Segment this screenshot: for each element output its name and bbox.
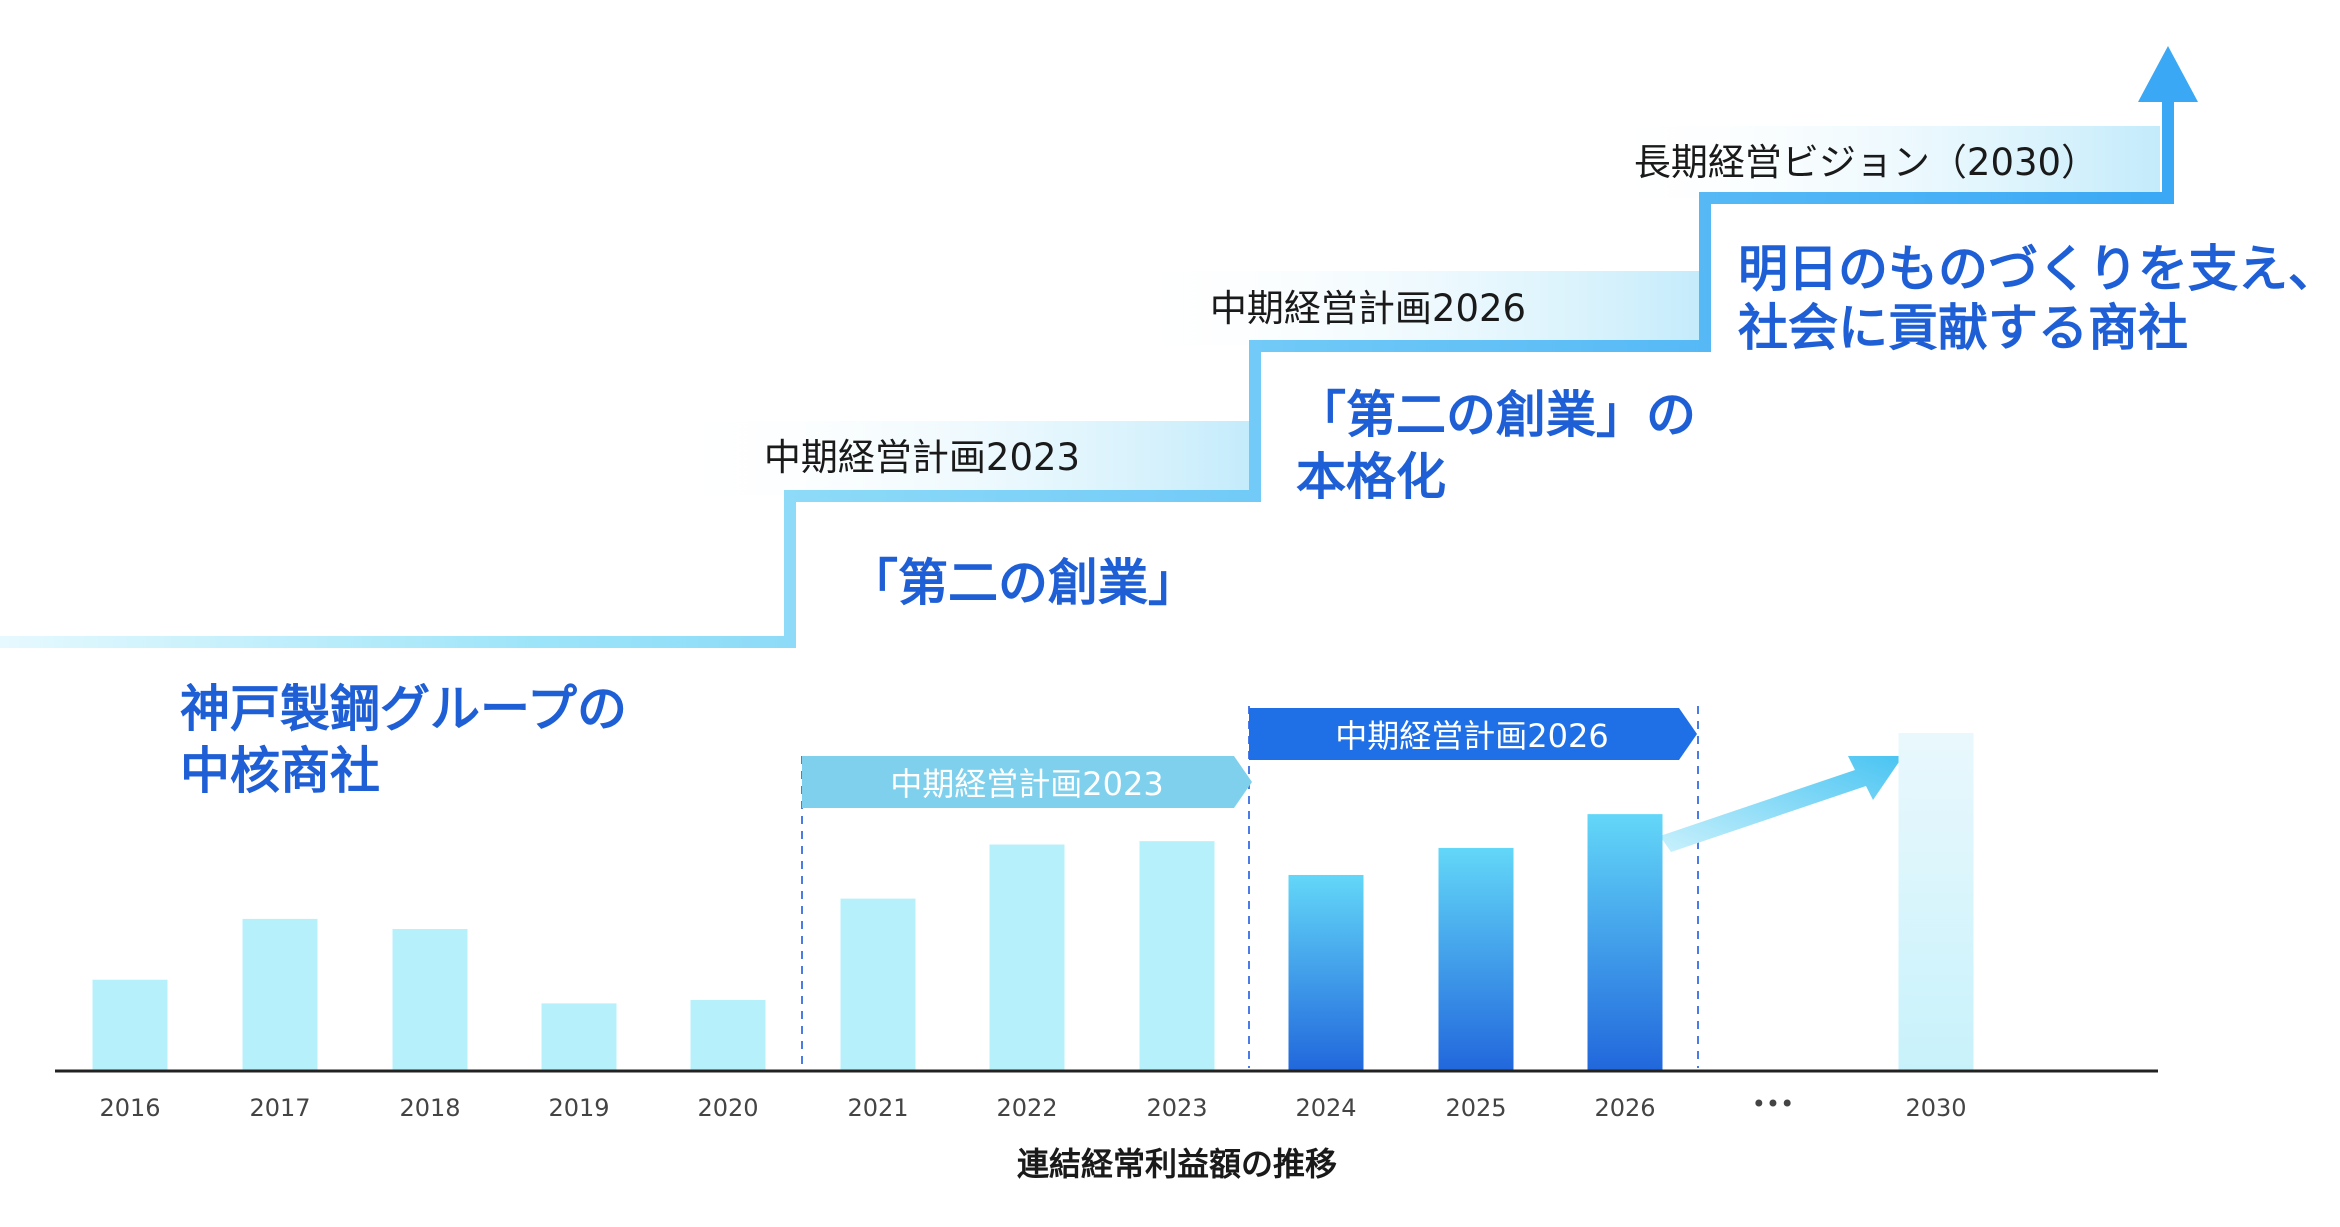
tick-label-2016: 2016 [99, 1094, 160, 1122]
tick-label-2020: 2020 [697, 1094, 758, 1122]
tick-label-2019: 2019 [548, 1094, 609, 1122]
tick-label-2023: 2023 [1146, 1094, 1207, 1122]
bar-2017 [242, 918, 318, 1071]
bar-2018 [392, 929, 468, 1071]
growth-arrow-2030 [1660, 756, 1903, 852]
bar-2026 [1587, 814, 1663, 1071]
headline-core-line1: 神戸製鋼グループの [180, 680, 627, 738]
headline-vision-line2: 社会に貢献する商社 [1738, 299, 2188, 357]
bar-2030 [1898, 733, 1974, 1071]
step-label-plan2026: 中期経営計画2026 [1210, 287, 1526, 330]
period-banner-plan2026 [1249, 708, 1697, 760]
bar-2019 [541, 1003, 617, 1071]
period-banner-plan2023 [802, 756, 1252, 808]
band-vision [1590, 126, 2160, 198]
tick-label-2030: 2030 [1905, 1094, 1966, 1122]
bar-2022 [989, 844, 1065, 1071]
tick-label-2026: 2026 [1594, 1094, 1655, 1122]
tick-label-2022: 2022 [996, 1094, 1057, 1122]
growth-step-line [0, 96, 2174, 648]
tick-label-2017: 2017 [249, 1094, 310, 1122]
period-label-plan2026: 中期経営計画2026 [1335, 717, 1608, 755]
period-label-plan2023: 中期経営計画2023 [890, 765, 1163, 803]
tick-label-2021: 2021 [847, 1094, 908, 1122]
step-label-vision: 長期経営ビジョン（2030） [1634, 141, 2098, 184]
bar-series [92, 733, 1974, 1071]
band-plan2023 [660, 421, 1254, 495]
bar-2021 [840, 898, 916, 1071]
step-label-plan2023: 中期経営計画2023 [764, 436, 1080, 479]
tick-label-2025: 2025 [1445, 1094, 1506, 1122]
bar-2023 [1139, 841, 1215, 1071]
x-axis-title: 連結経常利益額の推移 [1017, 1145, 1337, 1183]
headline-second-founding: 「第二の創業」 [848, 554, 1198, 612]
headline-vision-line1: 明日のものづくりを支え、 [1738, 240, 2338, 298]
tick-label-2024: 2024 [1295, 1094, 1356, 1122]
step-arrow-head [2138, 46, 2198, 102]
tick-label-2018: 2018 [399, 1094, 460, 1122]
headline-full-scale-line1: 「第二の創業」の [1296, 386, 1696, 444]
bar-2025 [1438, 847, 1514, 1071]
bar-2024 [1288, 874, 1364, 1071]
headline-core-line2: 中核商社 [180, 742, 380, 800]
bar-2020 [690, 1000, 766, 1071]
headline-full-scale-line2: 本格化 [1296, 448, 1446, 506]
ellipsis-indicator: ••• [1752, 1090, 1794, 1118]
x-axis-ticks: 2016 2017 2018 2019 2020 2021 2022 2023 2024 2025… [99, 1094, 1966, 1122]
bar-2016 [92, 979, 168, 1071]
band-plan2026 [1110, 271, 1707, 345]
